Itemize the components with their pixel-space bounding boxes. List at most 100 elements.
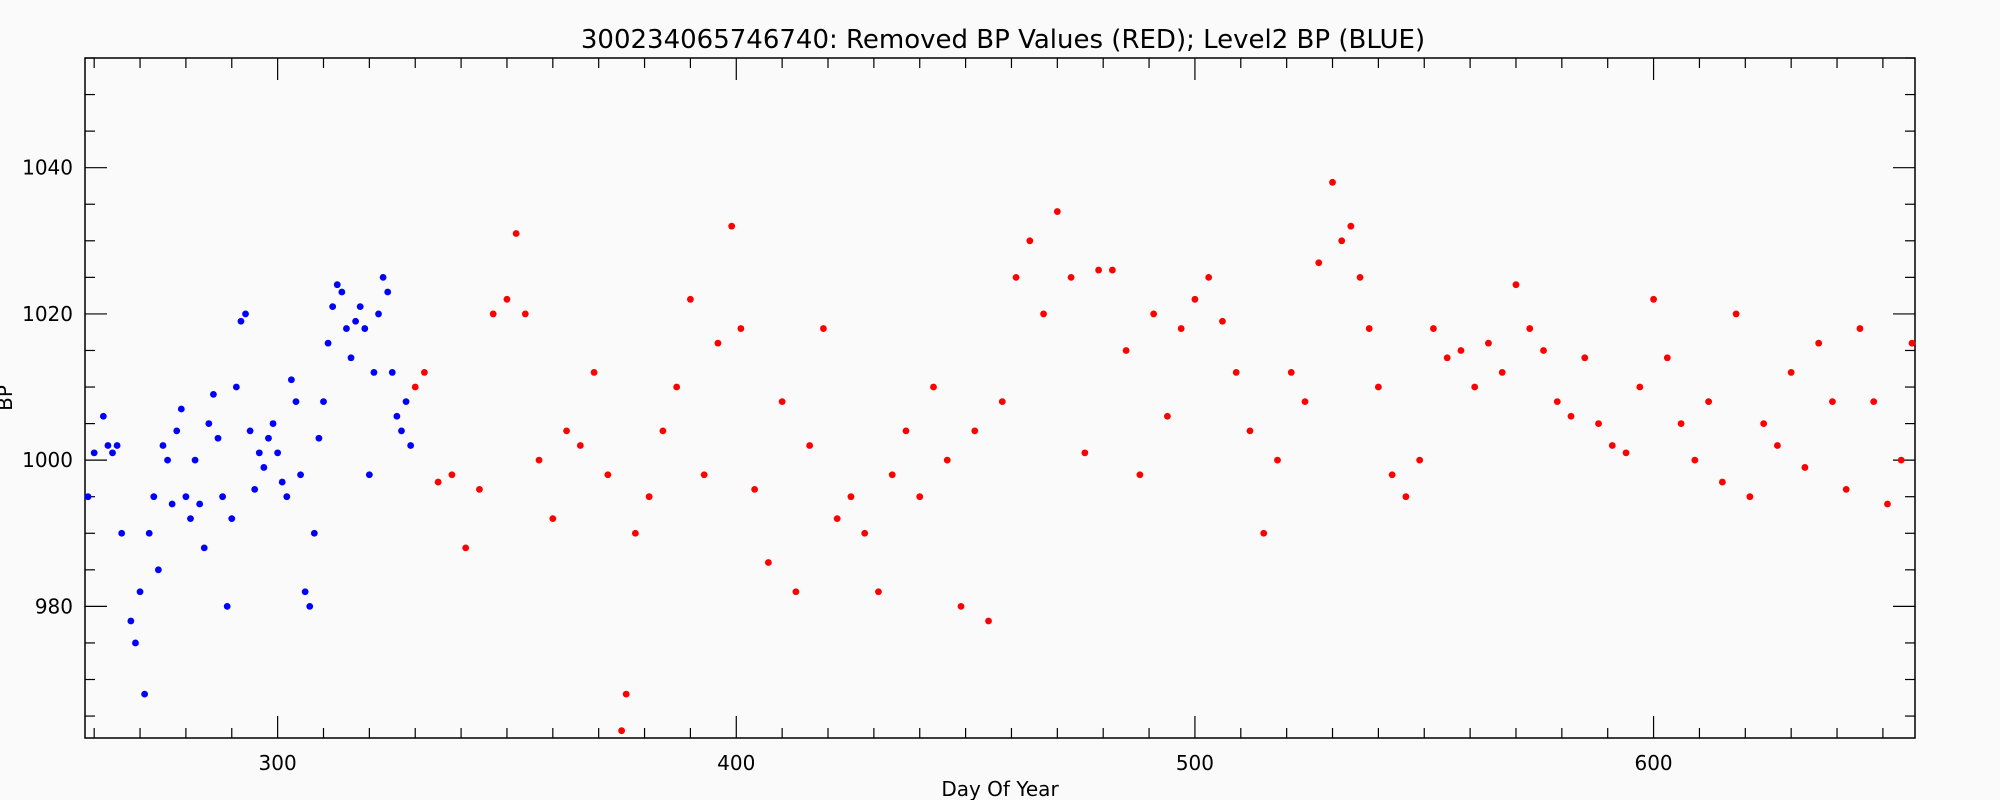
data-point — [1219, 317, 1226, 325]
data-point — [673, 383, 681, 391]
data-point — [1897, 456, 1905, 464]
data-point — [1443, 354, 1451, 362]
data-point — [1705, 398, 1713, 406]
data-point — [1053, 208, 1061, 215]
data-point — [659, 427, 667, 435]
data-point — [164, 456, 171, 464]
data-point — [265, 434, 272, 442]
data-point — [118, 529, 126, 537]
plot-frame — [84, 57, 1916, 739]
data-point — [1136, 471, 1144, 479]
data-point — [1540, 347, 1547, 354]
data-point — [1260, 529, 1268, 537]
data-point — [902, 427, 910, 435]
data-point — [1416, 456, 1424, 464]
data-point — [930, 383, 937, 391]
data-point — [127, 617, 135, 625]
data-point — [411, 383, 419, 391]
data-point — [631, 529, 639, 537]
data-point — [563, 427, 570, 435]
data-point — [448, 471, 456, 479]
data-point — [104, 442, 112, 449]
data-point — [462, 544, 470, 552]
data-point — [714, 339, 722, 347]
data-point — [1677, 420, 1685, 427]
data-point — [888, 471, 896, 479]
series-level2-bp — [84, 273, 415, 698]
data-point — [535, 456, 543, 464]
data-point — [1732, 310, 1740, 318]
data-point — [1815, 339, 1823, 347]
data-point — [352, 317, 360, 325]
data-point — [1356, 273, 1364, 281]
data-point — [1608, 442, 1616, 449]
data-point — [1287, 369, 1295, 376]
data-point — [407, 442, 415, 449]
data-point — [219, 493, 226, 501]
data-point — [1663, 354, 1671, 362]
data-point — [1856, 325, 1864, 332]
data-point — [182, 493, 190, 501]
data-point — [1205, 273, 1213, 281]
data-point — [375, 310, 382, 318]
data-point — [1787, 369, 1795, 376]
data-point — [1636, 383, 1644, 391]
data-point — [283, 493, 291, 501]
data-point — [214, 434, 222, 442]
data-point — [645, 493, 653, 501]
data-point — [751, 485, 759, 493]
data-point — [356, 303, 364, 311]
data-point — [1095, 266, 1103, 274]
data-point — [576, 442, 584, 449]
data-point — [278, 478, 286, 486]
data-point — [343, 325, 350, 332]
data-point — [274, 449, 282, 457]
y-tick-label: 1040 — [22, 156, 73, 180]
data-point — [1718, 478, 1726, 486]
series-removed-bp — [411, 178, 1916, 735]
data-point — [154, 566, 162, 574]
x-tick-label: 500 — [1176, 751, 1214, 775]
data-point — [943, 456, 951, 464]
data-point — [310, 529, 318, 537]
data-point — [1842, 485, 1850, 493]
data-point — [1650, 295, 1657, 303]
data-point — [1081, 449, 1089, 457]
x-tick-label: 400 — [717, 751, 755, 775]
data-point — [604, 471, 612, 479]
data-point — [159, 442, 167, 449]
data-point — [1526, 325, 1534, 332]
data-point — [150, 493, 158, 501]
x-tick-label: 600 — [1634, 751, 1672, 775]
data-point — [875, 588, 882, 596]
data-point — [255, 449, 263, 457]
data-point — [347, 354, 355, 362]
data-point — [434, 478, 442, 486]
data-point — [1622, 449, 1630, 457]
y-tick-label: 980 — [35, 594, 73, 618]
data-point — [1801, 464, 1809, 471]
data-point — [1553, 398, 1561, 406]
data-point — [329, 303, 337, 311]
data-point — [847, 493, 855, 501]
data-point — [998, 398, 1006, 406]
data-point — [1760, 420, 1768, 427]
data-point — [287, 376, 295, 384]
data-point — [177, 405, 185, 413]
data-point — [187, 515, 194, 523]
data-point — [1315, 259, 1323, 267]
data-point — [861, 529, 869, 537]
data-point — [168, 500, 176, 508]
data-point — [476, 485, 483, 493]
data-point — [228, 515, 236, 523]
data-point — [1457, 347, 1465, 354]
data-point — [365, 471, 373, 479]
data-point — [1012, 273, 1020, 281]
data-point — [792, 588, 800, 596]
data-point — [1274, 456, 1281, 464]
series-layer — [84, 178, 1916, 735]
data-point — [700, 471, 708, 479]
data-point — [136, 588, 144, 596]
y-tick-label: 1020 — [22, 302, 73, 326]
